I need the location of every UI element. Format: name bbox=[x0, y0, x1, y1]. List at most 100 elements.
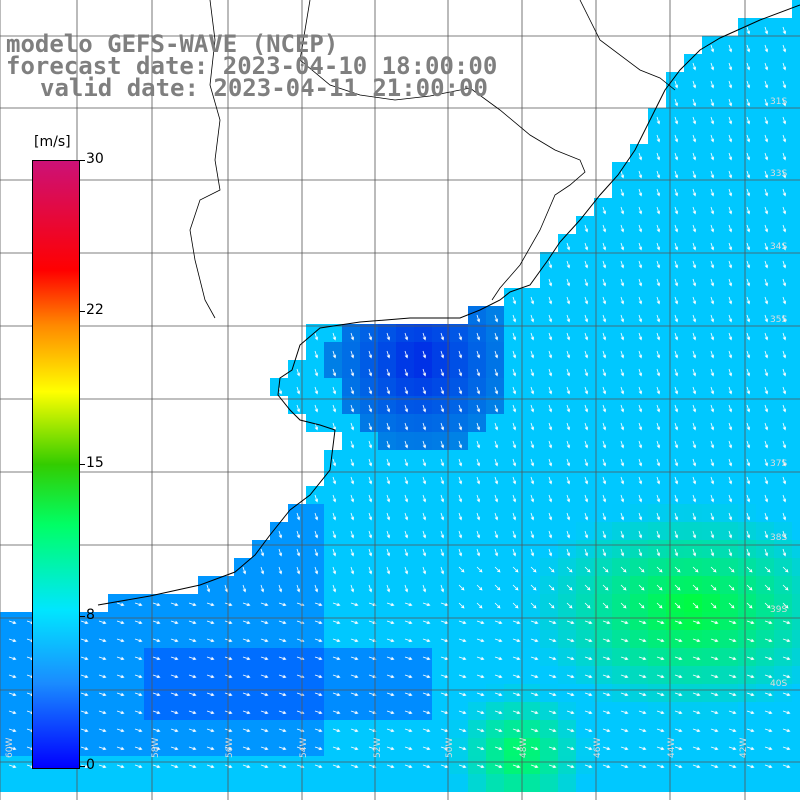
wind-arrow bbox=[746, 656, 755, 661]
latitude-label: 33S bbox=[770, 169, 787, 179]
longitude-label: 60W bbox=[5, 738, 15, 758]
wind-speed-cell bbox=[36, 774, 54, 792]
wind-arrow bbox=[332, 710, 341, 715]
wind-arrow bbox=[638, 152, 643, 161]
wind-arrow bbox=[728, 260, 733, 269]
wind-arrow bbox=[350, 620, 359, 625]
wind-arrow bbox=[764, 620, 773, 625]
wind-arrow bbox=[728, 350, 733, 359]
wind-arrow bbox=[242, 728, 251, 733]
wind-arrow bbox=[584, 638, 593, 643]
wind-arrow bbox=[602, 692, 611, 697]
wind-arrow bbox=[260, 584, 265, 593]
wind-speed-cell bbox=[792, 288, 800, 306]
wind-arrow bbox=[404, 692, 413, 697]
wind-speed-cell bbox=[486, 774, 504, 792]
wind-arrow bbox=[476, 314, 481, 323]
wind-arrow bbox=[296, 404, 301, 413]
wind-arrow bbox=[602, 602, 609, 609]
wind-arrow bbox=[692, 746, 701, 751]
wind-arrow bbox=[674, 278, 679, 287]
wind-arrow bbox=[710, 98, 715, 107]
wind-arrow bbox=[782, 368, 787, 377]
wind-arrow bbox=[422, 656, 431, 661]
wind-arrow bbox=[512, 440, 517, 449]
wind-arrow bbox=[314, 386, 319, 395]
wind-arrow bbox=[188, 728, 197, 733]
latitude-labels: 31S 33S 34S 35S 37S 38S 39S 40S bbox=[770, 97, 787, 689]
wind-arrow bbox=[728, 710, 737, 715]
wind-arrow bbox=[656, 638, 665, 643]
wind-speed-cell bbox=[792, 270, 800, 288]
wind-arrow bbox=[674, 728, 683, 733]
wind-arrow bbox=[746, 566, 753, 573]
wind-arrow bbox=[368, 494, 373, 503]
wind-arrow bbox=[98, 746, 107, 751]
wind-arrow bbox=[548, 422, 553, 431]
wind-arrow bbox=[638, 656, 647, 661]
wind-arrow bbox=[404, 656, 413, 661]
wind-arrow bbox=[440, 404, 445, 413]
wind-arrow bbox=[710, 134, 715, 143]
wind-arrow bbox=[404, 512, 409, 521]
wind-arrow bbox=[782, 476, 787, 485]
wind-arrow bbox=[674, 188, 679, 197]
wind-arrow bbox=[386, 548, 391, 557]
wind-speed-cell bbox=[792, 720, 800, 738]
wind-arrow bbox=[674, 422, 679, 431]
wind-arrow bbox=[692, 368, 697, 377]
wind-arrow bbox=[638, 170, 643, 179]
wind-arrow bbox=[422, 638, 431, 643]
wind-arrow bbox=[674, 512, 679, 521]
wind-arrow bbox=[440, 422, 445, 431]
wind-arrow bbox=[332, 332, 337, 341]
wind-speed-cell bbox=[0, 774, 18, 792]
wind-arrow bbox=[404, 620, 413, 625]
wind-arrow bbox=[746, 350, 751, 359]
wind-arrow bbox=[116, 746, 125, 751]
wind-arrow bbox=[296, 530, 301, 539]
wind-arrow bbox=[584, 476, 589, 485]
wind-arrow bbox=[710, 368, 715, 377]
wind-arrow bbox=[368, 674, 377, 679]
wind-arrow bbox=[386, 350, 391, 359]
wind-arrow bbox=[314, 710, 323, 715]
wind-arrow bbox=[332, 350, 337, 359]
wind-arrow bbox=[476, 368, 481, 377]
wind-arrow bbox=[494, 494, 499, 503]
coastline bbox=[97, 4, 800, 606]
wind-arrow bbox=[692, 170, 697, 179]
wind-speed-cell bbox=[792, 396, 800, 414]
wind-arrow bbox=[476, 728, 485, 733]
wind-arrow bbox=[386, 620, 395, 625]
wind-arrow bbox=[98, 656, 107, 661]
wind-arrow bbox=[98, 638, 107, 643]
wind-arrow bbox=[494, 458, 499, 467]
wind-arrow bbox=[602, 224, 607, 233]
longitude-label: 54W bbox=[299, 738, 309, 758]
wind-arrow bbox=[458, 584, 465, 591]
wind-arrow bbox=[386, 764, 395, 769]
wind-arrow bbox=[710, 602, 717, 609]
wind-arrow bbox=[782, 440, 787, 449]
wind-speed-cell bbox=[270, 774, 288, 792]
wind-arrow bbox=[422, 530, 427, 539]
wind-arrow bbox=[404, 440, 409, 449]
wind-arrow bbox=[620, 728, 629, 733]
wind-speed-cell bbox=[792, 18, 800, 36]
wind-arrow bbox=[782, 422, 787, 431]
wind-arrow bbox=[458, 620, 467, 625]
wind-arrow bbox=[782, 638, 791, 643]
wind-arrow bbox=[638, 458, 643, 467]
wind-arrow bbox=[602, 566, 609, 573]
wind-arrow bbox=[656, 224, 661, 233]
colorbar-unit-label: [m/s] bbox=[34, 134, 71, 150]
wind-arrow bbox=[728, 746, 737, 751]
wind-speed-cell bbox=[792, 504, 800, 522]
wind-arrow bbox=[764, 170, 769, 179]
wind-arrow bbox=[512, 386, 517, 395]
wind-arrow bbox=[782, 458, 787, 467]
wind-arrow bbox=[728, 206, 733, 215]
latitude-label: 35S bbox=[770, 315, 787, 325]
wind-arrow bbox=[674, 260, 679, 269]
